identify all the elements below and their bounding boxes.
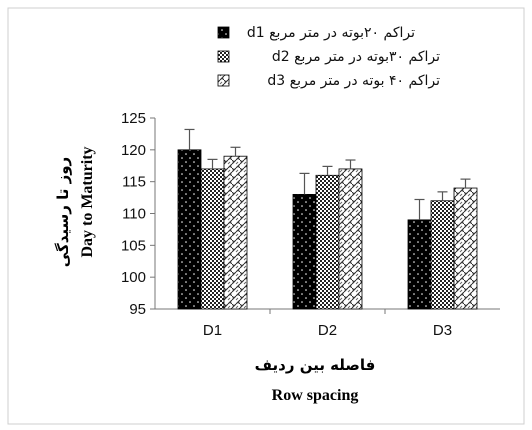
bar-D2-series-3 bbox=[338, 168, 363, 310]
legend-label-d3: d3 تراکم ۴۰ بوته در متر مربع bbox=[267, 73, 440, 89]
y-tick-label: 95 bbox=[129, 301, 146, 318]
legend-label-d2: d2 تراکم ۳۰بوته در متر مربع bbox=[272, 49, 440, 65]
bar-D3-series-3 bbox=[453, 187, 478, 310]
x-axis-title-fa: فاصله بین ردیف bbox=[255, 356, 376, 374]
y-tick-label: 120 bbox=[121, 142, 146, 159]
plot-marks: 95 100 105 110 115 120 125 D1 D2 D3 bbox=[121, 110, 478, 339]
y-tick-label: 115 bbox=[122, 174, 146, 191]
x-category-label: D2 bbox=[318, 322, 337, 339]
legend-swatch-d3 bbox=[217, 74, 230, 87]
bar-D3-series-1 bbox=[407, 219, 432, 310]
x-axis-title-en: Row spacing bbox=[272, 387, 359, 404]
y-axis-title-en: Day to Maturity bbox=[79, 146, 96, 257]
legend-swatch-d2 bbox=[217, 50, 230, 63]
legend: d1 تراکم ۲۰بوته در متر مربع d2 تراکم ۳۰ب… bbox=[217, 25, 440, 89]
legend-swatch-d1 bbox=[217, 26, 230, 39]
legend-label-d1: d1 تراکم ۲۰بوته در متر مربع bbox=[247, 25, 415, 41]
y-axis-title-fa: روز تا رسیدگی bbox=[54, 157, 72, 267]
bar-D1-series-3 bbox=[223, 155, 248, 310]
y-tick-label: 125 bbox=[121, 110, 146, 127]
bar-D3-series-2 bbox=[430, 200, 455, 310]
x-category-label: D1 bbox=[203, 322, 222, 339]
y-tick-label: 105 bbox=[121, 237, 146, 254]
y-tick-label: 100 bbox=[121, 269, 146, 286]
y-tick-label: 110 bbox=[122, 206, 146, 223]
bar-D2-series-2 bbox=[315, 174, 340, 310]
x-category-label: D3 bbox=[433, 322, 452, 339]
bar-D1-series-1 bbox=[177, 149, 202, 310]
chart-border bbox=[7, 7, 525, 425]
bar-D1-series-2 bbox=[200, 168, 225, 310]
bar-D2-series-1 bbox=[292, 193, 317, 310]
